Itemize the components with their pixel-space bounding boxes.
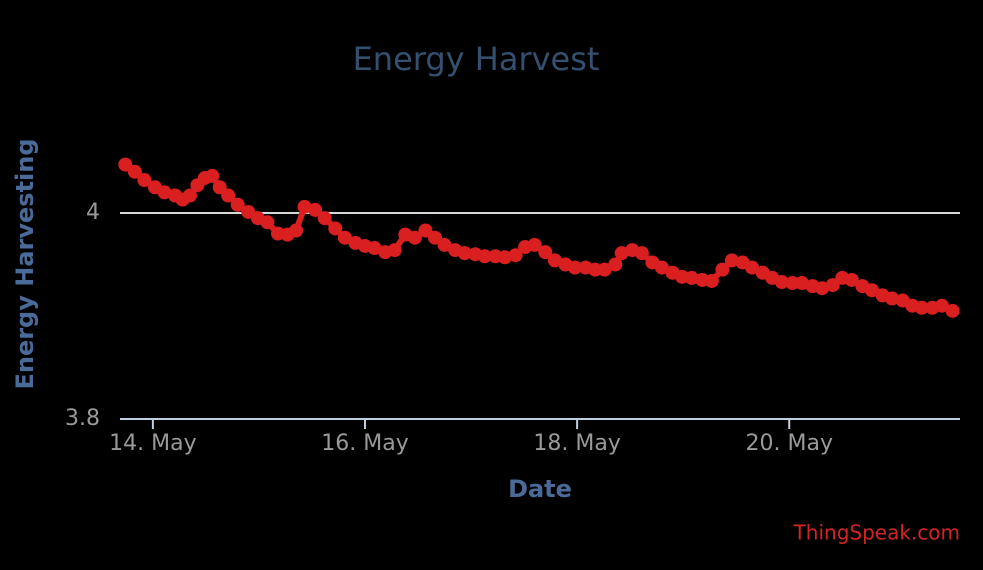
x-tick-label: 14. May [109,431,196,456]
data-point [538,245,553,260]
data-point [597,262,612,277]
data-point [715,262,730,277]
data-point [774,275,789,290]
data-point [745,260,760,275]
data-point [815,281,830,296]
data-point [367,241,382,256]
data-point [498,250,512,265]
data-point [934,298,949,313]
data-point [137,173,152,188]
data-point [608,257,623,272]
data-point [437,237,452,252]
data-point [477,249,492,264]
data-point [317,211,332,226]
data-point [508,248,523,263]
data-point [825,278,840,293]
data-point [568,260,582,275]
y-tick-label: 3.8 [65,406,100,431]
data-point [328,221,343,236]
data-point [704,273,719,288]
x-axis-label: Date [508,475,572,503]
data-point [724,253,739,268]
data-point [914,300,929,315]
data-point [118,157,133,172]
data-point [428,230,442,245]
data-point [527,237,542,252]
data-point [289,223,304,238]
data-point [614,246,629,261]
data-point [308,202,323,217]
data-point [654,260,669,275]
data-point [634,246,649,261]
credit-link[interactable]: ThingSpeak.com [793,521,960,545]
data-point [864,283,879,298]
data-point [297,199,312,214]
data-point [945,303,960,318]
data-point [183,188,197,203]
data-point [407,230,422,245]
data-point [387,243,402,258]
data-point [337,230,352,245]
data-point [844,272,859,287]
data-point [230,197,245,212]
data-point [260,215,275,230]
data-point [547,253,562,268]
data-point [457,246,472,261]
y-tick-label: 4 [86,200,100,225]
chart-title: Energy Harvest [353,40,600,78]
data-point [127,164,142,179]
data-point [157,185,172,200]
x-tick-label: 18. May [533,431,620,456]
data-point [684,270,699,285]
data-point [221,188,236,203]
x-tick-label: 20. May [746,431,833,456]
y-axis-label: Energy Harvesting [11,138,39,389]
x-tick-label: 16. May [321,431,408,456]
data-point [205,168,220,183]
data-point [794,276,809,291]
data-point [418,223,433,238]
data-point [885,291,900,306]
